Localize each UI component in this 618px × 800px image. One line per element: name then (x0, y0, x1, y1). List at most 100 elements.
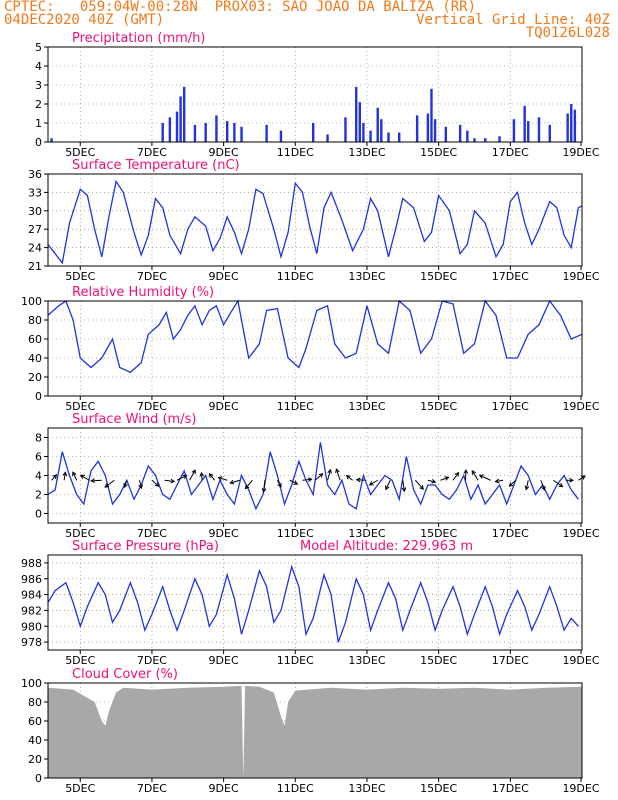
x-tick-label: 5DEC (65, 527, 95, 540)
wind-vector-head (123, 483, 128, 489)
x-tick-label: 19DEC (562, 782, 599, 795)
y-tick-label: 100 (21, 295, 42, 308)
precip-bar (466, 130, 469, 142)
run-date: 04DEC2020 40Z (GMT) (4, 12, 165, 28)
wind-vector-head (293, 480, 299, 485)
x-tick-label: 9DEC (209, 146, 239, 159)
y-tick-label: 988 (21, 557, 42, 570)
x-tick-label: 11DEC (277, 146, 314, 159)
precip-bar (458, 124, 462, 142)
wind-vector (138, 480, 142, 489)
wind-vector (104, 479, 115, 488)
y-tick-label: 0 (35, 390, 42, 403)
x-tick-label: 5DEC (65, 654, 95, 667)
wind-vector-head (170, 478, 176, 484)
wind-vector (200, 472, 203, 481)
x-tick-label: 13DEC (348, 270, 385, 283)
x-tick-label: 9DEC (209, 270, 239, 283)
x-tick-label: 13DEC (348, 400, 385, 413)
precip-bar (265, 124, 268, 142)
x-tick-label: 17DEC (492, 146, 529, 159)
y-tick-label: 984 (21, 589, 42, 602)
y-tick-label: 8 (35, 432, 42, 445)
wind-vector-head (463, 468, 469, 474)
wind-vector (414, 479, 424, 490)
precip-bar (233, 123, 236, 142)
wind-vector-head (261, 487, 267, 493)
y-tick-label: 0 (35, 136, 42, 149)
wind-vector-head (244, 484, 250, 490)
wind-vector (452, 472, 459, 481)
y-tick-label: 80 (28, 314, 42, 327)
precip-bar (182, 86, 186, 142)
x-tick-label: 19DEC (562, 654, 599, 667)
wind-vector (209, 473, 216, 481)
wind-vector (151, 479, 160, 487)
precip-bar (179, 96, 182, 142)
x-tick-label: 15DEC (420, 782, 457, 795)
wind-vector-head (62, 471, 68, 477)
precip-bar (433, 119, 437, 142)
wind-vector-head (154, 482, 160, 487)
precip-bar (326, 134, 329, 142)
x-tick-label: 11DEC (277, 527, 314, 540)
y-tick-label: 3 (35, 79, 42, 92)
wind-vector-head (345, 474, 351, 480)
x-tick-label: 11DEC (277, 400, 314, 413)
wind-vector (369, 479, 378, 486)
series-line (47, 564, 579, 643)
x-tick-label: 19DEC (562, 146, 599, 159)
x-tick-label: 9DEC (209, 400, 239, 413)
wind-vector (553, 479, 563, 488)
y-tick-label: 60 (28, 715, 42, 728)
x-tick-label: 7DEC (137, 270, 167, 283)
wind-vector (402, 480, 405, 492)
wind-vector-head (229, 479, 235, 485)
wind-vector-head (494, 478, 500, 484)
precip-bar (215, 115, 218, 142)
y-tick-label: 21 (28, 260, 42, 273)
precip-bar (537, 117, 541, 142)
wind-vector (91, 479, 102, 482)
x-tick-label: 13DEC (348, 782, 385, 795)
precip-bar (523, 105, 526, 142)
y-tick-label: 100 (21, 677, 42, 690)
x-tick-label: 15DEC (420, 527, 457, 540)
precip-bar (484, 138, 487, 142)
y-tick-label: 36 (28, 168, 42, 181)
wind-vector-head (182, 474, 188, 479)
wind-vector-head (508, 482, 514, 487)
y-tick-label: 24 (28, 242, 42, 255)
wind-vector-head (444, 476, 450, 481)
panel-title: Relative Humidity (%) (72, 285, 214, 300)
x-tick-label: 19DEC (562, 527, 599, 540)
x-tick-label: 11DEC (277, 782, 314, 795)
vertical-grid-line-label: Vertical Grid Line: 40Z (416, 12, 610, 28)
y-tick-label: 30 (28, 205, 42, 218)
panel-title: Precipitation (mm/h) (72, 31, 205, 46)
wind-vector (479, 474, 491, 481)
wind-vector-head (385, 485, 390, 491)
x-tick-label: 13DEC (348, 146, 385, 159)
x-tick-label: 11DEC (277, 270, 314, 283)
x-tick-label: 7DEC (137, 146, 167, 159)
wind-vector (314, 473, 323, 481)
precip-bar (473, 138, 476, 142)
x-tick-label: 11DEC (277, 654, 314, 667)
x-tick-label: 5DEC (65, 782, 95, 795)
wind-vector (495, 479, 504, 483)
cloud-cover-area (48, 685, 582, 778)
y-tick-label: 0 (35, 508, 42, 521)
y-tick-label: 4 (35, 470, 42, 483)
model-altitude: Model Altitude: 229.963 m (300, 539, 473, 554)
wind-vector (540, 480, 546, 491)
x-tick-label: 17DEC (492, 782, 529, 795)
wind-vector-head (431, 479, 437, 484)
series-line (47, 299, 583, 374)
x-tick-label: 17DEC (492, 654, 529, 667)
x-tick-label: 19DEC (562, 270, 599, 283)
wind-vector (218, 477, 228, 481)
y-tick-label: 978 (21, 636, 42, 649)
x-tick-label: 17DEC (492, 400, 529, 413)
wind-vector-head (104, 483, 110, 488)
